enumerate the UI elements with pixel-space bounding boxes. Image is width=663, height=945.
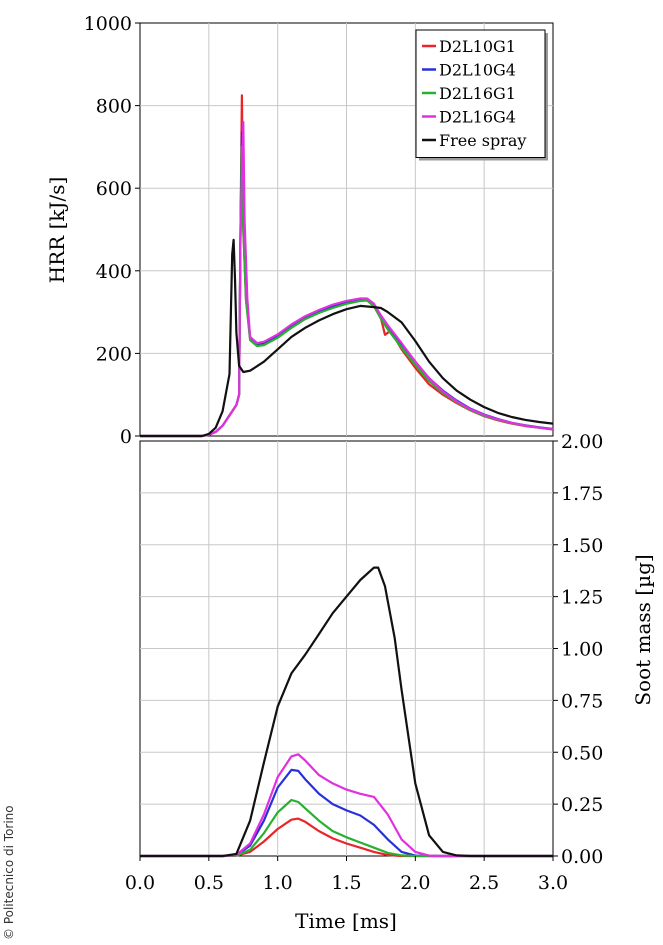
copyright-notice: © Politecnico di Torino: [2, 805, 16, 940]
top-series-line-4: [140, 238, 554, 438]
legend-label: D2L10G4: [439, 61, 516, 80]
bottom-series-line-0: [140, 817, 553, 858]
top-y-tick-label: 200: [96, 343, 132, 365]
x-tick-label: 0.5: [194, 872, 224, 894]
top-y-tick-label: 800: [96, 96, 132, 118]
x-tick-label: 1.5: [331, 872, 361, 894]
top-series: [140, 94, 554, 438]
bottom-y-axis-label: Soot mass [µg]: [631, 554, 655, 705]
x-tick-label: 2.0: [400, 872, 430, 894]
bottom-y-tick-label: 1.25: [561, 587, 603, 609]
bottom-y-tick-label: 1.50: [561, 535, 603, 557]
x-tick-label: 2.5: [469, 872, 499, 894]
bottom-y-tick-label: 1.00: [561, 639, 603, 661]
top-y-tick-label: 0: [120, 426, 132, 448]
legend-label: Free spray: [439, 131, 526, 150]
top-y-axis-label: HRR [kJ/s]: [45, 177, 69, 284]
bottom-y-ticks: 0.00 0.25 0.50 0.75 1.00 1.25 1.50 1.75 2.00: [553, 431, 603, 868]
bottom-series-line-4: [140, 566, 553, 858]
bottom-panel: 0.00 0.25 0.50 0.75 1.00 1.25 1.50 1.75 2.00 0.0…: [125, 431, 655, 933]
x-tick-label: 1.0: [263, 872, 293, 894]
x-tick-label: 0.0: [125, 872, 155, 894]
top-y-tick-label: 600: [96, 178, 132, 200]
top-y-tick-label: 1000: [84, 13, 132, 35]
bottom-series-line-2: [140, 798, 553, 858]
x-axis-label: Time [ms]: [295, 909, 397, 933]
bottom-y-tick-label: 0.50: [561, 742, 603, 764]
top-y-tick-label: 400: [96, 261, 132, 283]
legend-label: D2L16G4: [439, 108, 516, 127]
legend: D2L10G1 D2L10G4 D2L16G1 D2L16G4 Free spray: [415, 29, 548, 161]
bottom-series: [140, 566, 553, 858]
legend-label: D2L10G1: [439, 37, 516, 56]
bottom-y-tick-label: 2.00: [561, 431, 603, 453]
bottom-series-line-1: [140, 768, 553, 858]
bottom-y-tick-label: 1.75: [561, 483, 603, 505]
legend-box: [415, 29, 546, 158]
bottom-y-tick-label: 0.75: [561, 690, 603, 712]
bottom-series-line-3: [140, 753, 553, 858]
top-y-ticks: 0 200 400 600 800 1000: [84, 13, 140, 448]
bottom-x-ticks: 0.0 0.5 1.0 1.5 2.0 2.5 3.0: [125, 856, 568, 894]
legend-label: D2L16G1: [439, 84, 516, 103]
bottom-y-tick-label: 0.25: [561, 794, 603, 816]
top-series-line-3: [140, 121, 554, 438]
x-tick-label: 3.0: [538, 872, 568, 894]
bottom-grid: [140, 441, 553, 856]
bottom-y-tick-label: 0.00: [561, 846, 603, 868]
